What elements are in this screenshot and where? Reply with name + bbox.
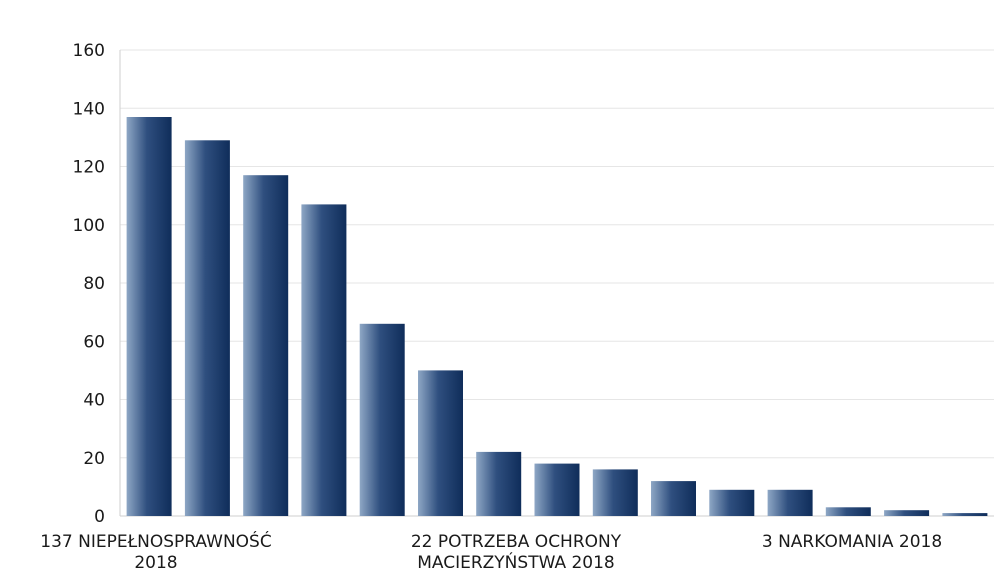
bar-4 <box>301 204 347 516</box>
bar-12 <box>767 489 813 516</box>
y-tick-label: 80 <box>83 274 105 294</box>
x-category-label-line: 22 POTRZEBA OCHRONY <box>411 532 622 552</box>
x-axis: 137 NIEPEŁNOSPRAWNOŚĆ 2018 22 POTRZEBA OCH… <box>40 530 942 573</box>
x-category-label: 22 POTRZEBA OCHRONY MACIERZYŃSTWA 2018 <box>411 532 622 573</box>
x-category-label-line: MACIERZYŃSTWA 2018 <box>417 551 615 573</box>
y-tick-label: 160 <box>73 41 105 61</box>
bar-layer <box>126 117 988 517</box>
y-tick-label: 0 <box>94 507 105 527</box>
y-tick-label: 60 <box>83 332 105 352</box>
bar-13 <box>825 507 871 516</box>
x-category-label-line: 137 NIEPEŁNOSPRAWNOŚĆ <box>40 530 271 552</box>
y-axis: 0 20 40 60 80 100 120 140 160 <box>73 41 105 527</box>
bar-15 <box>942 513 988 516</box>
y-tick-label: 20 <box>83 449 105 469</box>
y-tick-label: 100 <box>73 216 105 236</box>
bar-7 <box>476 451 522 516</box>
bar-10 <box>651 481 696 516</box>
x-category-label-line: 3 NARKOMANIA 2018 <box>762 532 942 552</box>
bar-8 <box>534 463 580 516</box>
bar-11 <box>709 489 755 516</box>
bar-5 <box>359 323 405 516</box>
bar-2 <box>184 140 230 517</box>
bar-3 <box>243 175 289 516</box>
y-tick-label: 40 <box>83 391 105 411</box>
bar-6 <box>418 370 463 516</box>
y-tick-label: 120 <box>73 158 105 178</box>
x-category-label-line: 2018 <box>134 553 177 573</box>
y-tick-label: 140 <box>73 99 105 119</box>
bar-9 <box>592 469 638 516</box>
x-category-label: 3 NARKOMANIA 2018 <box>762 532 942 552</box>
bar-1 <box>126 117 172 516</box>
bar-14 <box>884 510 930 516</box>
x-category-label: 137 NIEPEŁNOSPRAWNOŚĆ 2018 <box>40 530 271 573</box>
